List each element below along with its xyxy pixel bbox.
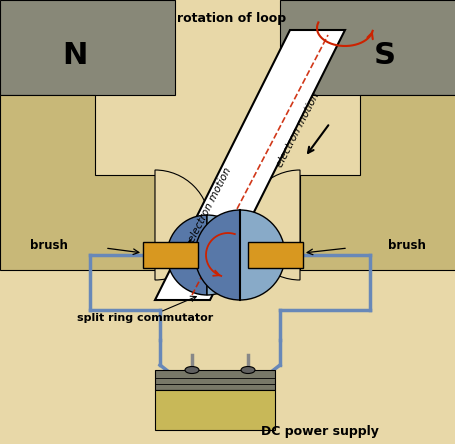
Ellipse shape xyxy=(241,366,254,373)
Text: brush: brush xyxy=(30,238,68,251)
Bar xyxy=(248,242,302,268)
Ellipse shape xyxy=(185,366,198,373)
Polygon shape xyxy=(0,0,175,95)
Bar xyxy=(143,242,197,268)
Text: brush: brush xyxy=(387,238,425,251)
Wedge shape xyxy=(207,215,247,295)
Text: split ring commutator: split ring commutator xyxy=(77,313,212,323)
Text: N: N xyxy=(62,40,87,70)
Wedge shape xyxy=(239,210,284,300)
Polygon shape xyxy=(155,390,274,430)
Text: DC power supply: DC power supply xyxy=(261,425,378,439)
Polygon shape xyxy=(279,0,455,95)
Wedge shape xyxy=(195,210,239,300)
Text: electron motion: electron motion xyxy=(187,166,233,244)
Polygon shape xyxy=(0,95,155,270)
Polygon shape xyxy=(155,30,344,300)
Wedge shape xyxy=(167,215,207,295)
Text: rotation of loop: rotation of loop xyxy=(177,12,286,24)
Wedge shape xyxy=(155,170,210,280)
Polygon shape xyxy=(299,95,455,270)
Text: electron motion: electron motion xyxy=(274,91,320,169)
Wedge shape xyxy=(244,170,299,280)
Polygon shape xyxy=(165,38,334,292)
Text: S: S xyxy=(373,40,395,70)
Polygon shape xyxy=(155,370,274,390)
